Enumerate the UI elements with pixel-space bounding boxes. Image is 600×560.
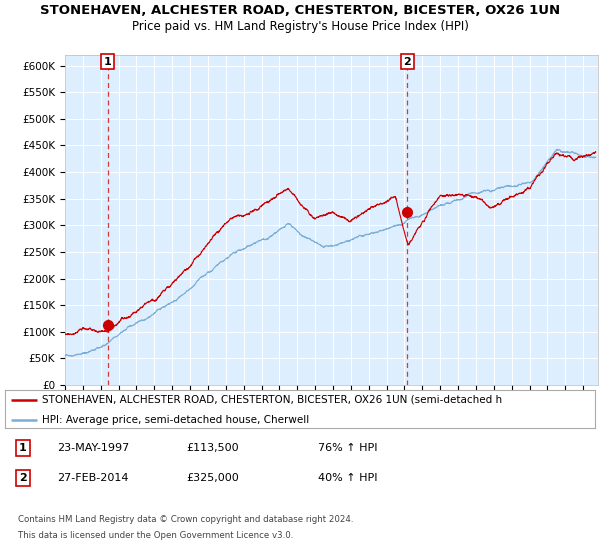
Text: Price paid vs. HM Land Registry's House Price Index (HPI): Price paid vs. HM Land Registry's House …: [131, 20, 469, 33]
Text: 40% ↑ HPI: 40% ↑ HPI: [318, 473, 377, 483]
Text: 27-FEB-2014: 27-FEB-2014: [57, 473, 128, 483]
Text: 76% ↑ HPI: 76% ↑ HPI: [318, 443, 377, 453]
Text: Contains HM Land Registry data © Crown copyright and database right 2024.: Contains HM Land Registry data © Crown c…: [18, 516, 353, 525]
Text: £325,000: £325,000: [186, 473, 239, 483]
Text: 23-MAY-1997: 23-MAY-1997: [57, 443, 129, 453]
Text: STONEHAVEN, ALCHESTER ROAD, CHESTERTON, BICESTER, OX26 1UN: STONEHAVEN, ALCHESTER ROAD, CHESTERTON, …: [40, 4, 560, 17]
Text: 2: 2: [19, 473, 26, 483]
Text: This data is licensed under the Open Government Licence v3.0.: This data is licensed under the Open Gov…: [18, 530, 293, 539]
Text: STONEHAVEN, ALCHESTER ROAD, CHESTERTON, BICESTER, OX26 1UN (semi-detached h: STONEHAVEN, ALCHESTER ROAD, CHESTERTON, …: [41, 394, 502, 404]
Text: £113,500: £113,500: [186, 443, 239, 453]
Text: 2: 2: [403, 57, 411, 67]
Text: 1: 1: [104, 57, 112, 67]
Text: HPI: Average price, semi-detached house, Cherwell: HPI: Average price, semi-detached house,…: [41, 414, 309, 424]
Text: 1: 1: [19, 443, 26, 453]
